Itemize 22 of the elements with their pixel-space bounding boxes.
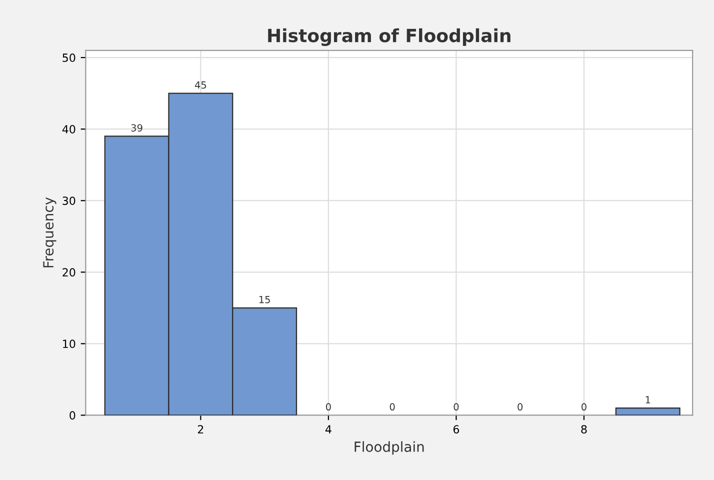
data-label: 0 xyxy=(582,403,586,411)
chart-title: Histogram of Floodplain xyxy=(268,28,510,46)
x-tick-label: 4 xyxy=(325,425,332,434)
y-tick-label: 20 xyxy=(62,268,76,277)
data-label: 45 xyxy=(194,81,206,89)
x-tick-label: 8 xyxy=(581,425,587,434)
y-tick-label: 10 xyxy=(63,340,76,348)
data-label: 0 xyxy=(518,403,523,411)
data-label: 39 xyxy=(131,124,142,132)
data-label: 0 xyxy=(326,403,331,411)
data-label: 1 xyxy=(646,396,650,404)
x-tick-label: 2 xyxy=(198,425,204,434)
y-axis-title: Frequency xyxy=(43,197,56,268)
data-label: 0 xyxy=(454,403,459,411)
y-tick-label: 30 xyxy=(62,196,76,205)
x-tick-label: 6 xyxy=(453,425,460,434)
x-axis-title: Floodplain xyxy=(354,441,424,455)
y-tick-label: 50 xyxy=(62,54,76,62)
data-label: 15 xyxy=(259,296,270,304)
data-label: 0 xyxy=(390,403,395,411)
y-tick-label: 0 xyxy=(70,411,76,420)
y-tick-label: 40 xyxy=(62,125,76,134)
